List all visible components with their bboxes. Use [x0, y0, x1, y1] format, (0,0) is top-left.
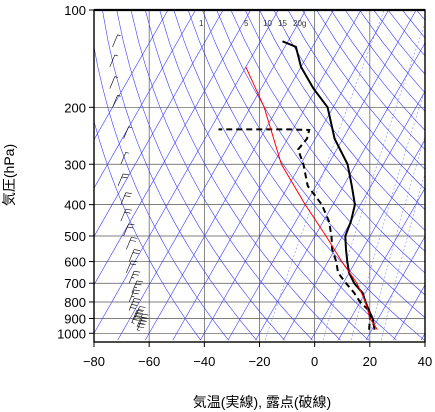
dry-adiabat	[130, 10, 313, 341]
isotherm	[365, 235, 425, 341]
dry-adiabat	[230, 10, 425, 274]
wind-barb	[120, 151, 129, 165]
dry-adiabat	[159, 10, 369, 341]
series-line-0	[282, 40, 376, 330]
dry-adiabat	[244, 10, 425, 252]
mixing-ratio-label: 5	[244, 19, 249, 28]
dry-adiabat	[316, 10, 425, 151]
x-axis-label: 気温(実線), 露点(破線)	[193, 394, 331, 410]
series-line-2	[245, 66, 378, 330]
isotherm	[420, 332, 425, 341]
wind-barb	[134, 306, 146, 319]
isotherm	[200, 10, 389, 341]
y-axis-label: 気圧(hPa)	[1, 144, 17, 206]
wind-barb	[120, 192, 132, 205]
wind-barbs	[109, 34, 149, 332]
isotherm	[94, 10, 279, 334]
dry-adiabat	[259, 10, 425, 231]
dry-adiabat	[116, 10, 285, 341]
dry-adiabat	[431, 10, 435, 340]
wind-barb	[120, 208, 132, 222]
y-tick-label: 200	[64, 100, 86, 115]
mixing-ratio-line	[322, 22, 425, 341]
mixing-ratio-line	[264, 10, 385, 341]
series-layer	[218, 40, 378, 330]
y-tick-label: 500	[64, 229, 86, 244]
wind-barb	[112, 34, 121, 47]
isotherm	[227, 10, 417, 341]
mixing-ratio-label: 1	[199, 19, 204, 28]
wind-barb	[109, 76, 118, 89]
dry-adiabat	[302, 10, 425, 170]
y-tick-label: 100	[64, 3, 86, 18]
isotherm	[94, 10, 251, 286]
dry-adiabat	[94, 120, 201, 341]
mixing-ratio-line	[380, 172, 425, 341]
dry-adiabat	[273, 10, 425, 211]
wind-barb	[123, 223, 135, 237]
isotherm	[172, 10, 362, 341]
isotherm	[338, 187, 425, 341]
isotherm	[94, 10, 169, 141]
y-tick-label: 400	[64, 198, 86, 213]
dry-adiabat	[145, 10, 341, 341]
wind-barb	[128, 249, 141, 262]
wind-barb	[117, 173, 130, 187]
isotherm	[117, 10, 307, 341]
wind-barb	[128, 298, 141, 311]
mixing-ratio-label: 15	[278, 19, 287, 28]
mixing-ratio-label: 20g	[293, 19, 306, 28]
mixing-ratio-line	[368, 135, 425, 341]
y-tick-label: 1000	[57, 326, 86, 341]
wind-barb	[109, 54, 118, 68]
isotherm	[282, 90, 425, 341]
dry-adiabat	[402, 10, 425, 39]
x-tick-label: 20	[363, 354, 377, 369]
wind-barb	[131, 310, 143, 324]
y-tick-label: 700	[64, 276, 86, 291]
mixing-ratio-line	[350, 89, 425, 341]
wind-barb	[126, 237, 138, 250]
wind-barb	[136, 317, 149, 332]
wind-barb	[123, 126, 132, 139]
wind-barb	[136, 313, 149, 328]
y-tick-label: 300	[64, 157, 86, 172]
y-tick-label: 800	[64, 295, 86, 310]
x-tick-label: −20	[248, 354, 270, 369]
x-tick-label: 0	[311, 354, 318, 369]
wind-barb	[126, 260, 138, 273]
isotherm	[145, 10, 334, 341]
isotherm	[255, 42, 425, 341]
x-tick-label: −40	[193, 354, 215, 369]
wind-barb	[131, 280, 143, 294]
dry-adiabat	[330, 10, 425, 131]
isotherm	[310, 139, 425, 341]
wind-barb	[128, 289, 141, 303]
dry-adiabat	[416, 10, 425, 21]
x-tick-label: 40	[418, 354, 432, 369]
dry-adiabat	[94, 45, 229, 341]
y-tick-label: 900	[64, 312, 86, 327]
y-tick-label: 600	[64, 255, 86, 270]
x-tick-label: −80	[83, 354, 105, 369]
dry-adiabat	[102, 10, 257, 341]
isotherm	[94, 10, 196, 189]
dry-adiabat	[287, 10, 425, 190]
axes: −80 −60 −40 −20 0 20 40 100 200 300 400 500 600 700 80…	[57, 3, 432, 369]
isotherm	[393, 284, 425, 341]
wind-barb	[112, 95, 121, 108]
wind-barb	[128, 270, 141, 284]
dry-adiabat	[216, 10, 425, 296]
mixing-ratio-label: 10	[263, 19, 272, 28]
x-tick-label: −60	[138, 354, 160, 369]
series-line-1	[218, 128, 372, 330]
dry-adiabat	[373, 10, 425, 75]
dry-adiabat	[187, 10, 425, 341]
